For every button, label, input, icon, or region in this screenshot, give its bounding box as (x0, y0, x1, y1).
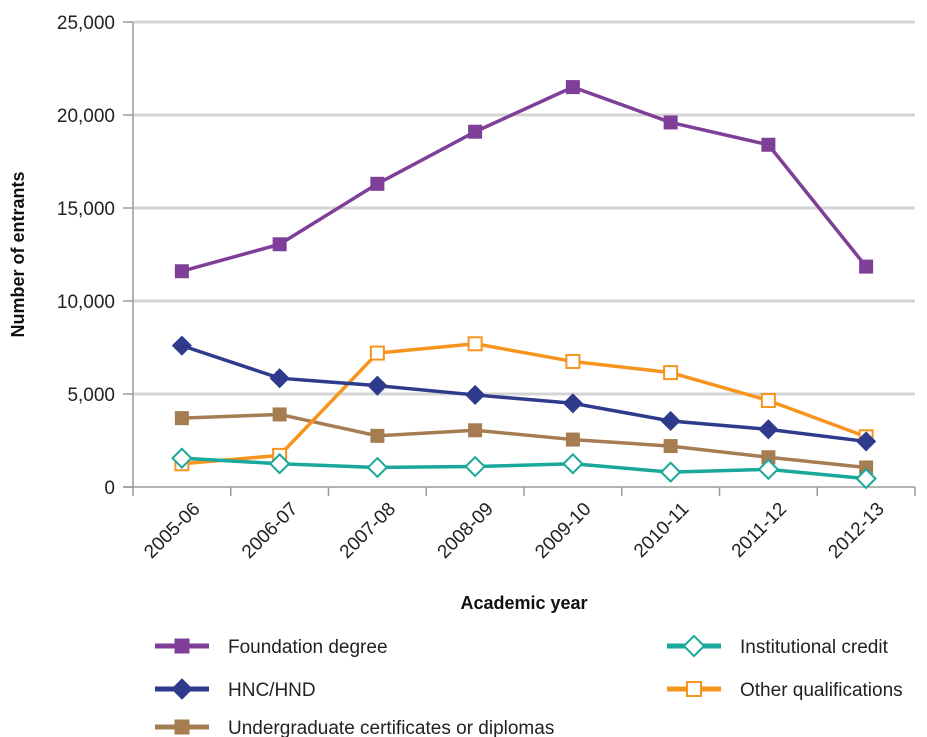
legend-item-undergraduate-certificates-or-diplomas: Undergraduate certificates or diplomas (155, 718, 554, 737)
data-point-undergraduate-certificates-or-diplomas (468, 423, 483, 438)
data-point-undergraduate-certificates-or-diplomas (370, 428, 385, 443)
data-point-hnc-hnd (269, 368, 290, 389)
data-point-undergraduate-certificates-or-diplomas (565, 432, 580, 447)
legend-swatch-marker (686, 681, 702, 697)
series-lines (181, 85, 868, 481)
data-point-institutional-credit (464, 455, 486, 478)
legend-swatch-marker (682, 634, 706, 658)
series-markers (171, 80, 877, 490)
y-axis-title: Number of entrants (8, 171, 28, 337)
data-point-foundation-degree (761, 137, 776, 152)
legend-label: Foundation degree (228, 637, 388, 658)
x-tick-label: 2011-12 (728, 499, 791, 562)
data-point-foundation-degree (663, 115, 678, 130)
y-tick-label: 0 (104, 478, 115, 499)
x-tick-label: 2006-07 (238, 499, 302, 563)
series-line-foundation-degree (181, 85, 868, 273)
tick-labels: 0 5,000 10,000 15,000 20,000 25,000 2005-06 200… (57, 13, 889, 563)
legend-item-institutional-credit: Institutional credit (667, 634, 889, 658)
data-point-undergraduate-certificates-or-diplomas (663, 439, 678, 454)
series-line-undergraduate-certificates-or-diplomas (181, 412, 867, 470)
data-point-hnc-hnd (465, 384, 486, 405)
legend-swatch-marker (174, 719, 190, 735)
legend-label: HNC/HND (228, 680, 316, 701)
x-axis-title: Academic year (460, 593, 587, 613)
legend: Foundation degree HNC/HND Undergraduate ce… (155, 634, 903, 737)
data-point-institutional-credit (757, 458, 780, 481)
legend-item-foundation-degree: Foundation degree (155, 637, 388, 658)
gridlines (133, 20, 915, 396)
data-point-other-qualifications (565, 353, 581, 369)
legend-item-other-qualifications: Other qualifications (667, 680, 903, 701)
data-point-other-qualifications (663, 365, 679, 381)
data-point-foundation-degree (272, 237, 287, 252)
legend-label: Institutional credit (740, 637, 889, 658)
data-point-foundation-degree (859, 259, 874, 274)
data-point-undergraduate-certificates-or-diplomas (174, 411, 189, 426)
data-point-other-qualifications (369, 345, 385, 361)
x-tick-label: 2010-11 (630, 499, 693, 562)
series-line-hnc-hnd (181, 343, 867, 444)
x-tick-label: 2009-10 (531, 499, 595, 563)
y-tick-label: 5,000 (67, 385, 115, 406)
series-line-institutional-credit (181, 456, 867, 481)
data-point-institutional-credit (659, 461, 682, 483)
x-tick-label: 2012-13 (825, 499, 889, 563)
data-point-other-qualifications (760, 393, 776, 409)
series-line-other-qualifications (181, 342, 867, 466)
data-point-hnc-hnd (367, 375, 388, 396)
data-point-hnc-hnd (758, 419, 779, 440)
y-tick-label: 25,000 (57, 13, 115, 34)
y-tick-label: 15,000 (57, 199, 115, 220)
data-point-institutional-credit (855, 467, 877, 490)
x-tick-label: 2008-09 (434, 499, 498, 563)
x-tick-label: 2005-06 (140, 499, 204, 563)
data-point-foundation-degree (565, 80, 580, 95)
data-point-foundation-degree (174, 264, 189, 279)
legend-label: Other qualifications (740, 680, 903, 701)
y-tick-label: 20,000 (57, 106, 115, 127)
data-point-institutional-credit (171, 447, 193, 469)
y-tick-label: 10,000 (57, 292, 115, 313)
data-point-hnc-hnd (660, 410, 681, 432)
legend-swatch-marker (174, 638, 190, 654)
data-point-institutional-credit (562, 452, 584, 475)
data-point-hnc-hnd (562, 393, 583, 414)
data-point-undergraduate-certificates-or-diplomas (272, 407, 287, 422)
axes (123, 21, 916, 496)
data-point-other-qualifications (467, 336, 483, 352)
legend-item-hnc-hnd: HNC/HND (155, 678, 316, 701)
data-point-hnc-hnd (171, 335, 192, 356)
legend-label: Undergraduate certificates or diplomas (228, 718, 554, 737)
data-point-foundation-degree (468, 124, 483, 139)
x-tick-label: 2007-08 (336, 499, 400, 563)
data-point-hnc-hnd (856, 431, 877, 452)
data-point-institutional-credit (268, 452, 291, 475)
data-point-institutional-credit (366, 456, 389, 479)
data-point-foundation-degree (370, 176, 385, 191)
legend-swatch-marker (171, 678, 193, 700)
